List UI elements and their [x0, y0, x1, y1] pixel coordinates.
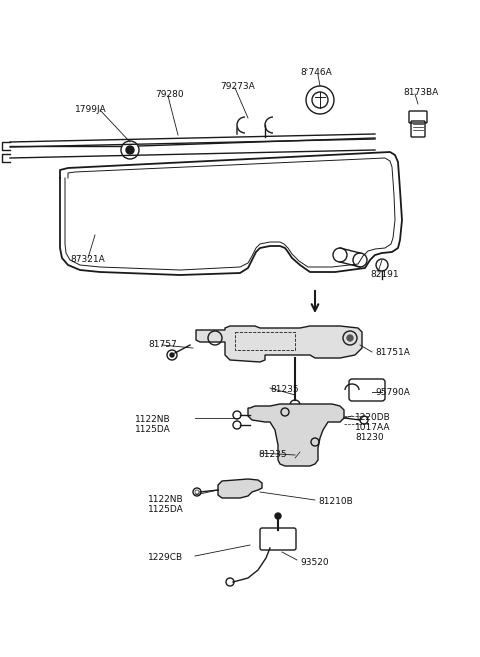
Circle shape	[347, 335, 353, 341]
Text: 81210B: 81210B	[318, 497, 353, 506]
Polygon shape	[218, 479, 262, 498]
Text: 87321A: 87321A	[70, 255, 105, 264]
Text: 82191: 82191	[370, 270, 398, 279]
Text: 79280: 79280	[155, 90, 184, 99]
Text: 1799JA: 1799JA	[75, 105, 107, 114]
Circle shape	[126, 146, 134, 154]
Text: 8173BA: 8173BA	[403, 88, 438, 97]
Text: 93520: 93520	[300, 558, 329, 567]
Text: 79273A: 79273A	[220, 82, 255, 91]
Text: 81757: 81757	[148, 340, 177, 349]
Text: 8ʾ746A: 8ʾ746A	[300, 68, 332, 77]
Text: 81751A: 81751A	[375, 348, 410, 357]
Text: 81230: 81230	[355, 433, 384, 442]
Text: 1125DA: 1125DA	[135, 425, 171, 434]
Text: 1017AA: 1017AA	[355, 423, 391, 432]
Polygon shape	[248, 404, 344, 466]
Text: 1125DA: 1125DA	[148, 505, 184, 514]
Text: 1220DB: 1220DB	[355, 413, 391, 422]
Circle shape	[170, 353, 174, 357]
Text: 1229CB: 1229CB	[148, 553, 183, 562]
Text: 81235: 81235	[258, 450, 287, 459]
Text: 1122NB: 1122NB	[135, 415, 170, 424]
Text: 81235: 81235	[270, 385, 299, 394]
Text: 1122NB: 1122NB	[148, 495, 184, 504]
Polygon shape	[196, 326, 362, 362]
Text: 95790A: 95790A	[375, 388, 410, 397]
Circle shape	[275, 513, 281, 519]
